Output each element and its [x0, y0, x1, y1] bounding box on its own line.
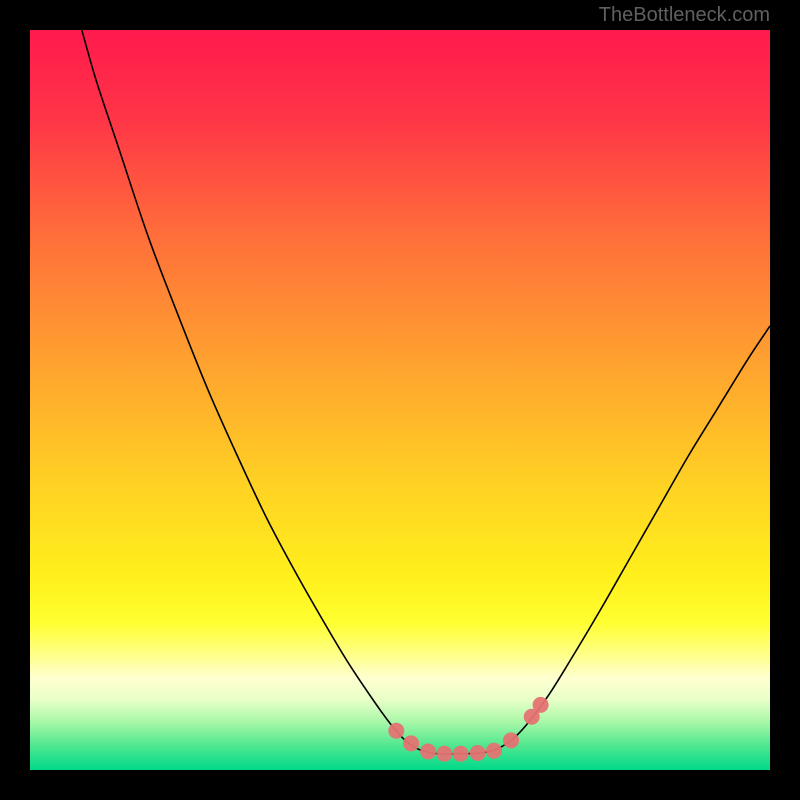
chart-stage: TheBottleneck.com [0, 0, 800, 800]
curve-marker [420, 744, 436, 760]
plot-background [30, 30, 770, 770]
curve-marker [503, 732, 519, 748]
curve-marker [388, 723, 404, 739]
bottleneck-chart [0, 0, 800, 800]
curve-marker [486, 743, 502, 759]
curve-marker [436, 746, 452, 762]
curve-marker [470, 745, 486, 761]
curve-marker [533, 697, 549, 713]
curve-marker [403, 735, 419, 751]
curve-marker [453, 746, 469, 762]
